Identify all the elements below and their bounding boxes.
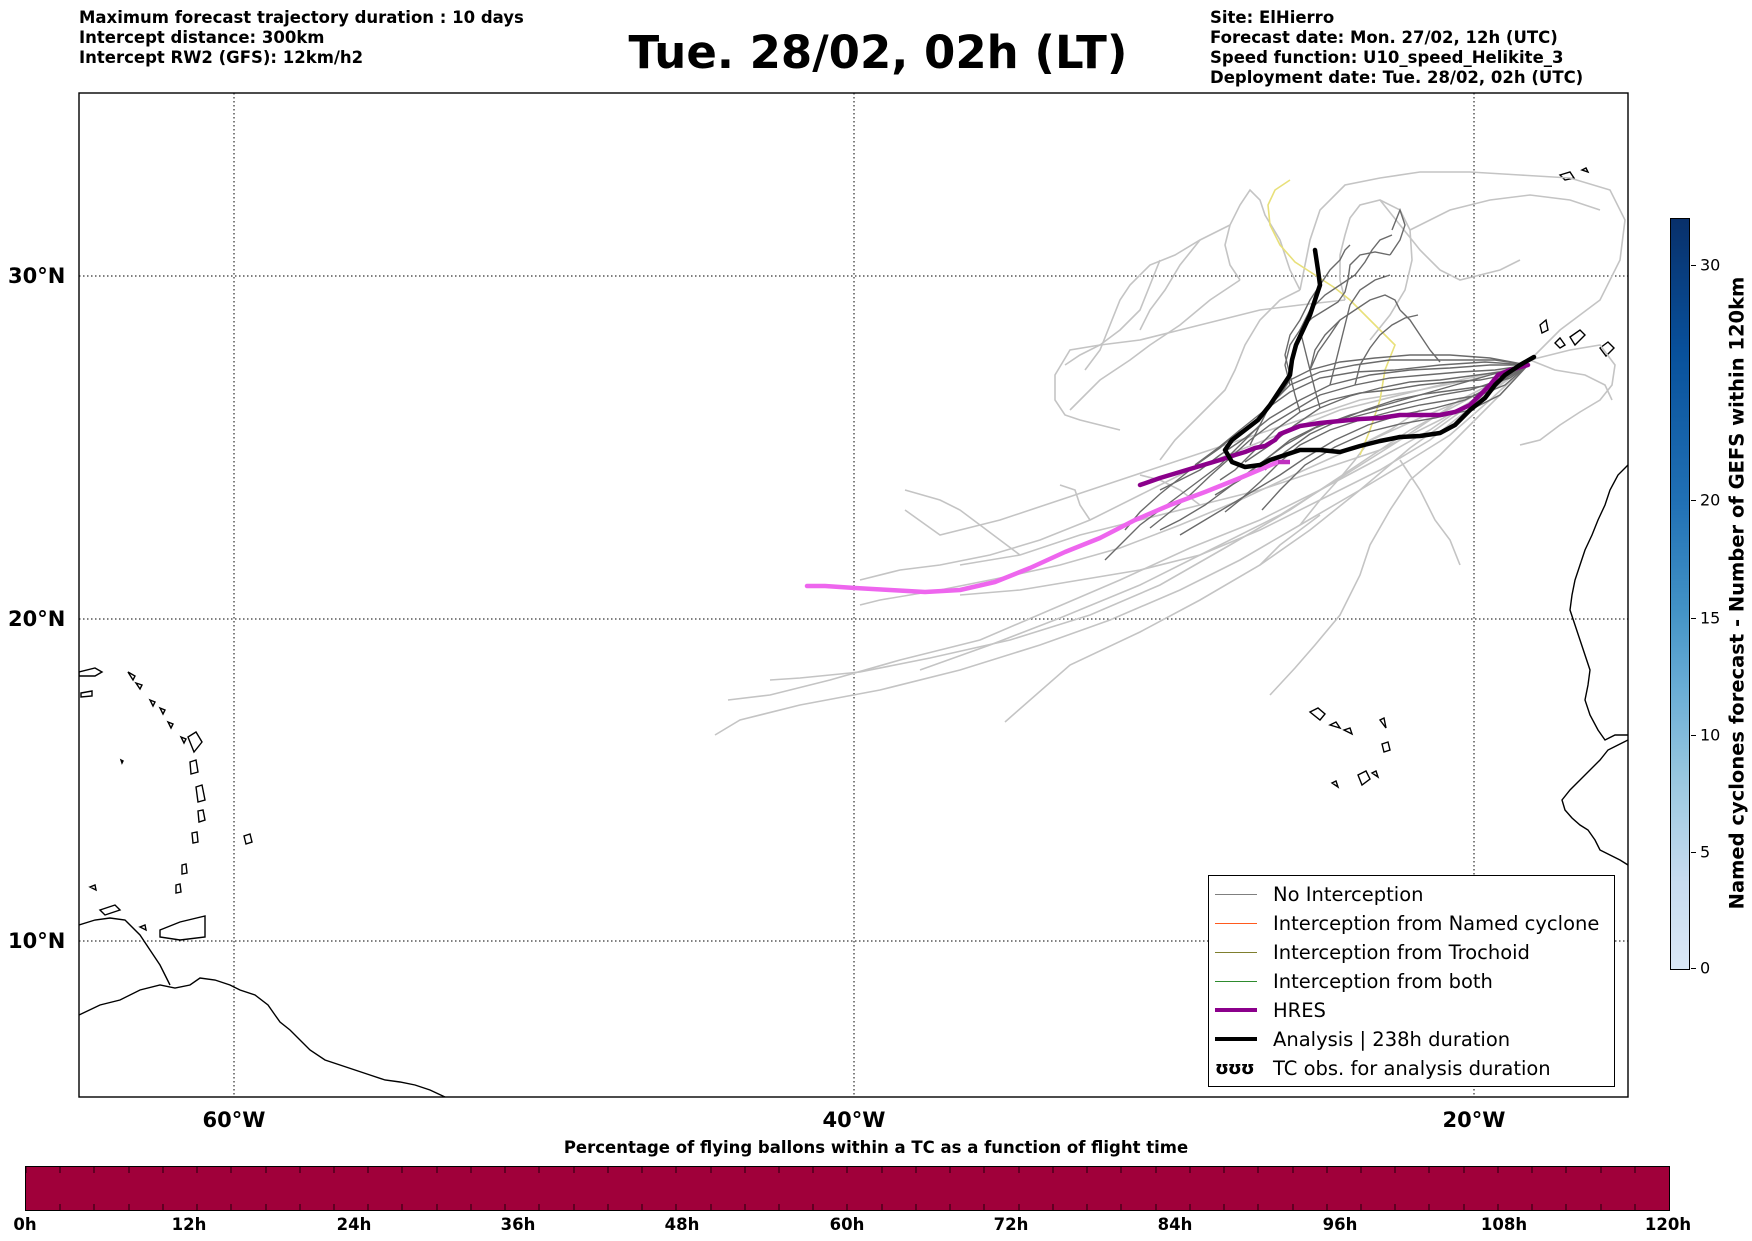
intercept-distance-text: Intercept distance: 300km — [79, 28, 325, 47]
flight-time-label-96h: 96h — [1322, 1215, 1358, 1234]
gefs-far-trajectories — [714, 171, 1626, 736]
bottom-bar-title: Percentage of flying ballons within a TC… — [563, 1138, 1189, 1157]
flight-time-label-84h: 84h — [1157, 1215, 1193, 1234]
run-info-right: Site: ElHierro Forecast date: Mon. 27/02… — [1210, 8, 1583, 88]
flight-time-label-0h: 0h — [13, 1215, 37, 1234]
colorbar-label-5: 5 — [1700, 842, 1711, 862]
legend-swatch-no-interception — [1215, 893, 1257, 895]
analysis-trajectory — [1222, 247, 1537, 470]
legend-label-tc-obs: TC obs. for analysis duration — [1273, 1056, 1551, 1080]
flight-time-label-48h: 48h — [664, 1215, 700, 1234]
legend-item-named-cyclone: Interception from Named cyclone — [1215, 910, 1599, 936]
trinidad — [159, 915, 206, 941]
lesser-antilles-5 — [191, 831, 199, 844]
colorbar-tick — [1691, 852, 1696, 853]
flight-time-label-24h: 24h — [336, 1215, 372, 1234]
antilles-north — [119, 698, 187, 765]
legend-item-hres: HRES — [1215, 997, 1326, 1023]
legend-item-trochoid: Interception from Trochoid — [1215, 939, 1530, 965]
hres-trajectory — [1137, 362, 1531, 488]
max-duration-text: Maximum forecast trajectory duration : 1… — [79, 8, 524, 27]
legend-item-both: Interception from both — [1215, 968, 1493, 994]
colorbar-tick — [1691, 735, 1696, 736]
virgin-islands — [79, 667, 143, 698]
lesser-antilles-1 — [187, 731, 203, 754]
west-africa-coast-2 — [1561, 739, 1628, 866]
legend: No Interception Interception from Named … — [1208, 875, 1615, 1087]
lat-label-30n: 30°N — [8, 264, 66, 288]
legend-label-named-cyclone: Interception from Named cyclone — [1273, 911, 1600, 935]
colorbar-label-30: 30 — [1700, 255, 1721, 275]
speed-function-text: Speed function: U10_speed_Helikite_3 — [1210, 48, 1564, 67]
lesser-antilles-4 — [197, 809, 206, 823]
colorbar-tick — [1691, 618, 1696, 619]
legend-swatch-hres — [1215, 1008, 1257, 1012]
legend-item-analysis: Analysis | 238h duration — [1215, 1026, 1510, 1052]
flight-time-label-60h: 60h — [829, 1215, 865, 1234]
flight-time-bar — [25, 1166, 1670, 1211]
west-africa-coast — [1569, 464, 1628, 741]
legend-item-no-interception: No Interception — [1215, 881, 1424, 907]
legend-label-hres: HRES — [1273, 998, 1326, 1022]
page-title: Tue. 28/02, 02h (LT) — [628, 26, 1128, 79]
colorbar-tick — [1691, 968, 1696, 969]
lat-label-20n: 20°N — [8, 607, 66, 631]
legend-item-tc-obs: ʊʊʊ TC obs. for analysis duration — [1215, 1055, 1551, 1081]
legend-swatch-both — [1215, 980, 1257, 982]
colorbar-gradient — [1671, 219, 1689, 969]
coastlines — [79, 167, 1628, 1097]
intercept-rw2-text: Intercept RW2 (GFS): 12km/h2 — [79, 48, 364, 67]
yellow-trajectory — [1267, 179, 1396, 456]
forecast-date-text: Forecast date: Mon. 27/02, 12h (UTC) — [1210, 28, 1558, 47]
hres-trajectory-outer — [804, 459, 1281, 595]
lesser-antilles-7 — [175, 883, 182, 894]
canary-islands — [1539, 318, 1615, 358]
deployment-date-text: Deployment date: Tue. 28/02, 02h (UTC) — [1210, 68, 1584, 87]
legend-swatch-named-cyclone — [1215, 922, 1257, 924]
run-info-left: Maximum forecast trajectory duration : 1… — [79, 8, 524, 68]
tc-obs-symbol-icon: ʊʊʊ — [1215, 1057, 1255, 1079]
colorbar-label-0: 0 — [1700, 958, 1711, 978]
legend-label-trochoid: Interception from Trochoid — [1273, 940, 1530, 964]
flight-time-label-120h: 120h — [1644, 1215, 1692, 1234]
lon-label-60w: 60°W — [202, 1108, 266, 1132]
south-america-coast — [79, 977, 446, 1097]
colorbar-label-10: 10 — [1700, 725, 1721, 745]
colorbar-tick — [1691, 500, 1696, 501]
colorbar-label-15: 15 — [1700, 608, 1721, 628]
legend-swatch-trochoid — [1215, 951, 1257, 953]
legend-label-no-interception: No Interception — [1273, 882, 1424, 906]
legend-label-both: Interception from both — [1273, 969, 1493, 993]
colorbar-tick — [1691, 265, 1696, 266]
flight-time-label-12h: 12h — [171, 1215, 207, 1234]
colorbar-title: Named cyclones forecast - Number of GEFS… — [1725, 276, 1749, 910]
legend-label-analysis: Analysis | 238h duration — [1273, 1027, 1511, 1051]
legend-swatch-analysis — [1215, 1037, 1257, 1041]
flight-time-label-108h: 108h — [1480, 1215, 1528, 1234]
lon-label-20w: 20°W — [1442, 1108, 1506, 1132]
flight-time-label-72h: 72h — [993, 1215, 1029, 1234]
flight-time-label-36h: 36h — [500, 1215, 536, 1234]
cape-verde — [1308, 707, 1391, 789]
venezuela-coast — [79, 917, 171, 986]
lesser-antilles-2 — [189, 759, 199, 775]
colorbar — [1670, 218, 1690, 970]
barbados — [243, 833, 253, 845]
lat-label-10n: 10°N — [8, 929, 66, 953]
colorbar-label-20: 20 — [1700, 490, 1721, 510]
map-frame — [78, 92, 1629, 1098]
lesser-antilles-6 — [181, 863, 188, 875]
flight-time-bar-ticks — [26, 1167, 1636, 1210]
lesser-antilles-3 — [195, 784, 206, 803]
lon-label-40w: 40°W — [822, 1108, 886, 1132]
caribbean-small — [88, 884, 147, 932]
site-text: Site: ElHierro — [1210, 8, 1335, 27]
